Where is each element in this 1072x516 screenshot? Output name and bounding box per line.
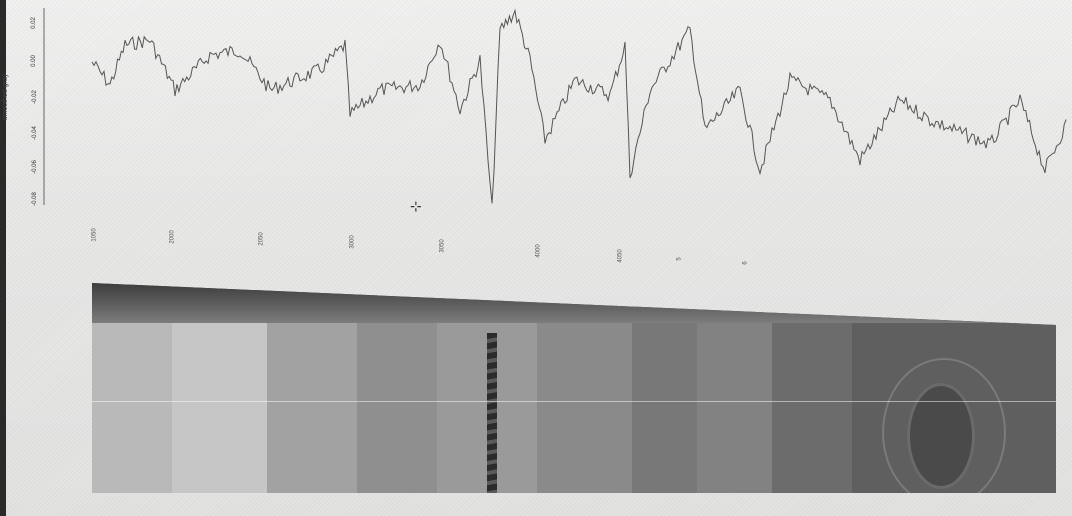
y-tick-label: -0.02 [31, 90, 38, 104]
ring-band [267, 323, 357, 493]
y-tick-label: 0.02 [30, 17, 37, 29]
pith-ring-outer [882, 358, 1006, 493]
ring-band [697, 323, 772, 493]
x-tick-label: 2050 [258, 232, 265, 246]
y-tick-label: -0.04 [31, 126, 38, 140]
gray-series-line [91, 8, 1067, 204]
ring-band [632, 323, 697, 493]
pith-ring-inner [907, 383, 975, 489]
y-axis-label: smoothed gray [2, 73, 9, 120]
x-tick-label: 3000 [349, 235, 356, 249]
x-tick-label: 6 [742, 261, 749, 265]
y-tick-label: -0.08 [31, 192, 38, 206]
x-tick-label: 2000 [169, 230, 176, 244]
measurement-path-line [92, 401, 1056, 402]
x-tick-label: 4050 [617, 249, 624, 263]
ring-band [172, 323, 267, 493]
monitor-bezel [0, 0, 6, 516]
y-tick-label: -0.06 [31, 160, 38, 174]
y-tick-label: 0.00 [30, 55, 37, 67]
ring-band [537, 323, 632, 493]
ring-band [772, 323, 852, 493]
x-tick-label: 4000 [535, 244, 542, 258]
x-tick-label: 3050 [439, 239, 446, 253]
crosshair-cursor-icon: ⊹ [410, 198, 422, 214]
x-tick-label: 1050 [91, 228, 98, 242]
ring-band [357, 323, 437, 493]
ring-band [92, 323, 172, 493]
gray-value-plot [43, 8, 1067, 205]
x-tick-label: 5 [676, 257, 683, 261]
core-crack [487, 333, 497, 493]
